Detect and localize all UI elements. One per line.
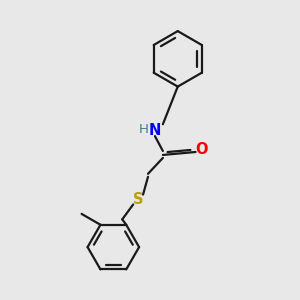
Text: H: H xyxy=(139,123,149,136)
Text: N: N xyxy=(149,123,161,138)
Text: S: S xyxy=(133,192,143,207)
Text: O: O xyxy=(195,142,208,158)
